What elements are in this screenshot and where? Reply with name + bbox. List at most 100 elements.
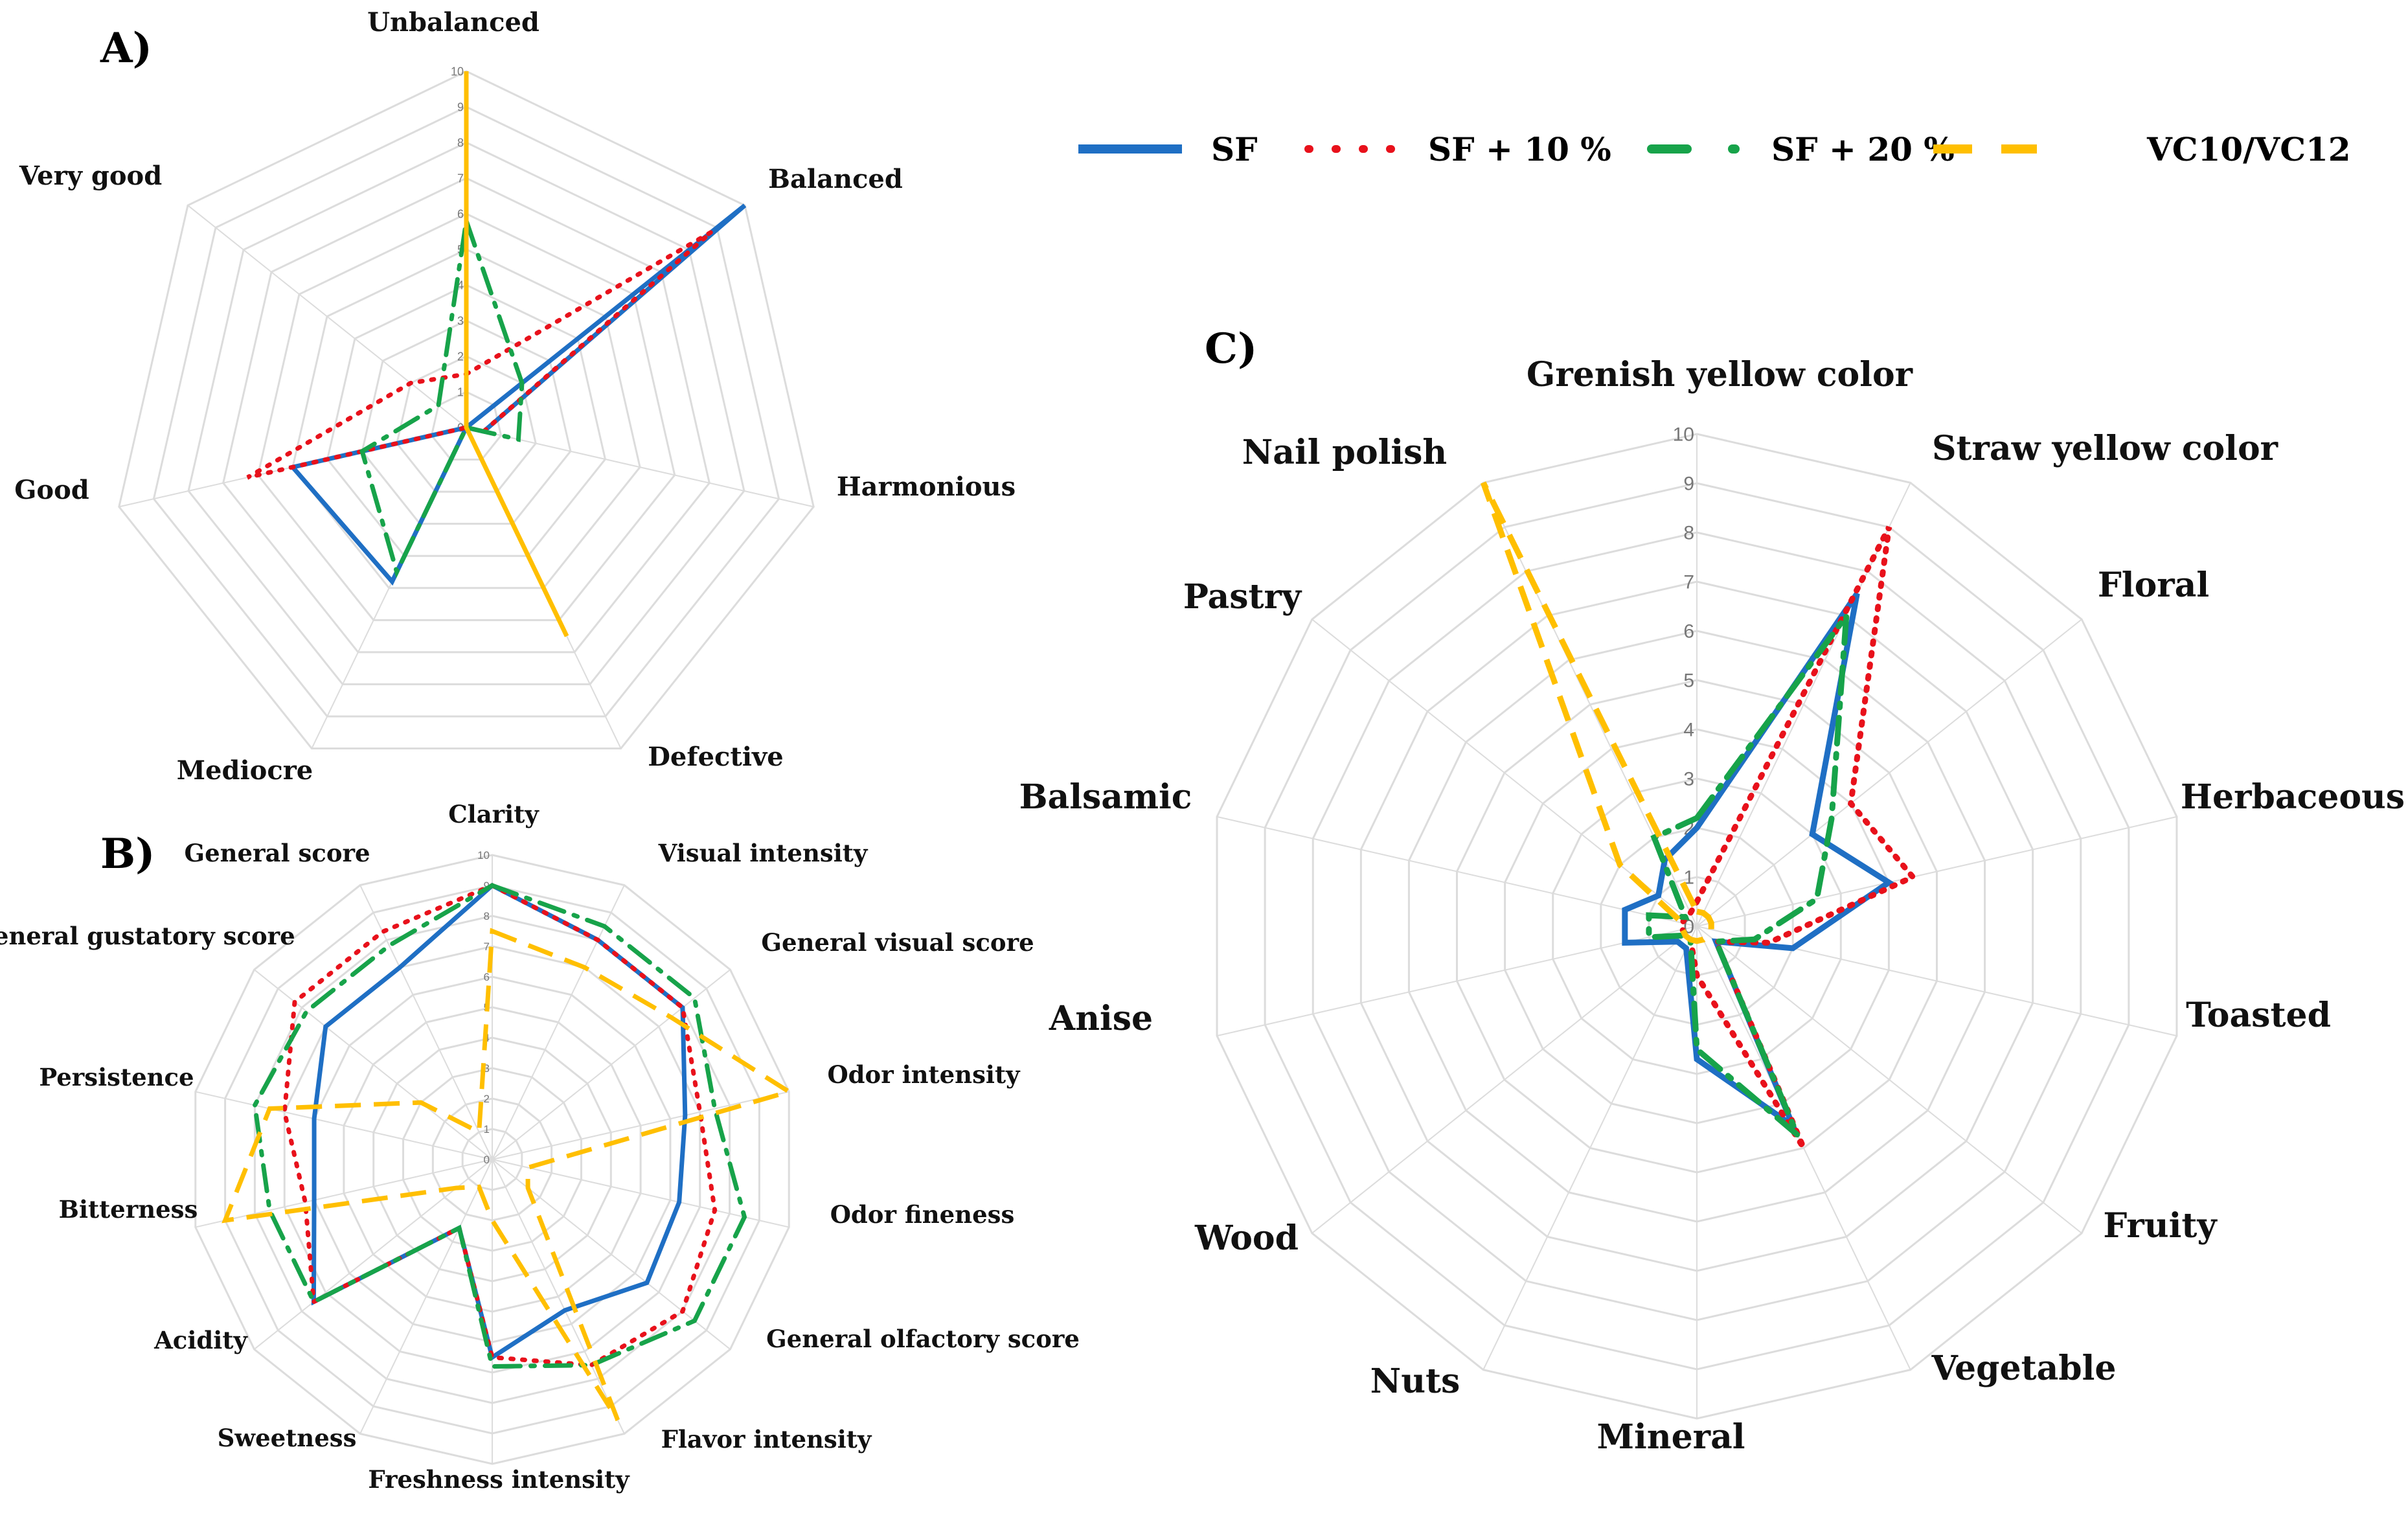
axis-label: General visual score [761,928,1034,957]
legend-label-sf20: SF + 20 % [1771,130,1955,168]
legend-label-vc: VC10/VC12 [2146,130,2351,168]
legend-label-sf10: SF + 10 % [1428,130,1611,168]
grid-spoke [1482,926,1698,1371]
axis-label: Straw yellow color [1932,429,2278,468]
grid-ring [222,177,710,654]
grid-ring [118,70,815,750]
series-line-sf10 [282,883,718,1368]
axis-label: Balanced [768,164,903,194]
tick-label: 4 [457,279,464,291]
axis-label: Mediocre [177,755,313,786]
grid-spoke [492,969,731,1160]
axis-label: Pastry [1183,577,1302,617]
tick-label: 1 [457,385,464,398]
grid-spoke [1696,619,2082,927]
grid-spoke [253,1159,493,1350]
series-line-vc [464,71,569,637]
tick-label: 3 [457,314,464,327]
tick-label: 2 [457,350,464,363]
tick-label: 0 [484,1154,490,1166]
axis-label: Mineral [1596,1417,1745,1457]
axis-label: Freshness intensity [368,1465,630,1494]
axis-label: General olfactory score [766,1325,1080,1353]
axis-label: Sweetness [218,1424,357,1452]
tick-label: 3 [484,1062,490,1075]
tick-label: 9 [484,880,490,892]
axis-label: General gustatory score [0,922,295,950]
axis-label: Wood [1194,1218,1299,1258]
axis-label: Fruity [2103,1206,2218,1246]
panel-label-a: A) [100,24,152,73]
tick-label: 1 [1683,867,1694,889]
grid-spoke [492,1159,789,1228]
tick-label: 3 [1683,769,1694,790]
axis-label: Defective [648,742,784,772]
tick-label: 7 [484,941,490,953]
axis-label: Nail polish [1242,433,1447,472]
series-line-vc [221,928,795,1422]
grid-spoke [492,885,625,1160]
axis-label: Visual intensity [658,839,869,867]
tick-label: 6 [484,971,490,983]
grid-spoke [1216,926,1698,1037]
axis-label: Good [14,475,89,505]
axis-label: Odor intensity [827,1060,1021,1089]
axis-label: Anise [1049,999,1153,1038]
radar-chart-a: A) 012345678910UnbalancedBalancedHarmoni… [14,7,1016,786]
tick-label: 5 [1683,670,1694,692]
axis-label: Unbalanced [367,7,540,38]
grid-spoke [187,205,467,428]
axis-label: Bitterness [59,1195,198,1224]
grid-ring [326,284,607,557]
tick-label: 8 [1683,523,1694,544]
legend-label-sf: SF [1211,130,1258,168]
grid-spoke [1696,816,2177,927]
grid-ring [187,141,745,685]
grid-spoke [195,1091,493,1160]
series-line-sf10 [1679,525,1918,1150]
axis-label: Nuts [1370,1362,1460,1401]
axis-label: General score [184,839,370,867]
grid-spoke [359,1159,493,1434]
grid-ring [430,391,503,461]
axis-label: Grenish yellow color [1527,355,1913,394]
series-line-vc [1481,481,1714,944]
grid-spoke [492,1159,625,1434]
axis-label: Odor fineness [830,1200,1015,1229]
axis-label: Toasted [2186,996,2331,1035]
axis-label: Persistence [39,1063,194,1091]
tick-label: 10 [477,849,490,861]
axis-label: Acidity [153,1326,248,1354]
series-line-sf [1622,591,1894,1134]
tick-label: 10 [451,65,464,78]
axis-label: Harmonious [837,472,1016,502]
grid-spoke [1216,816,1698,927]
panel-label-c: C) [1205,325,1257,373]
grid-spoke [492,1159,731,1350]
grid-ring [361,319,572,525]
grid-spoke [1696,926,1911,1371]
axis-label: Flavor intensity [661,1425,872,1454]
grid-spoke [466,427,814,508]
tick-label: 7 [1683,572,1694,593]
series-line-sf20 [359,220,525,578]
axis-label: Vegetable [1931,1349,2116,1388]
grid-spoke [492,1091,789,1160]
tick-label: 2 [484,1093,490,1105]
tick-label: 4 [1683,720,1694,741]
tick-label: 6 [457,207,464,220]
grid-spoke [1312,926,1698,1234]
series-line-sf10 [246,230,713,480]
tick-label: 9 [1683,473,1694,495]
tick-label: 10 [1673,424,1694,446]
axis-label: Clarity [448,800,540,828]
grid-spoke [195,1159,493,1228]
axis-label: Herbaceous [2181,777,2405,817]
axis-label: Balsamic [1019,777,1192,817]
tick-label: 1 [484,1123,490,1135]
axis-label: Floral [2098,565,2209,605]
axis-label: Very good [19,161,162,191]
